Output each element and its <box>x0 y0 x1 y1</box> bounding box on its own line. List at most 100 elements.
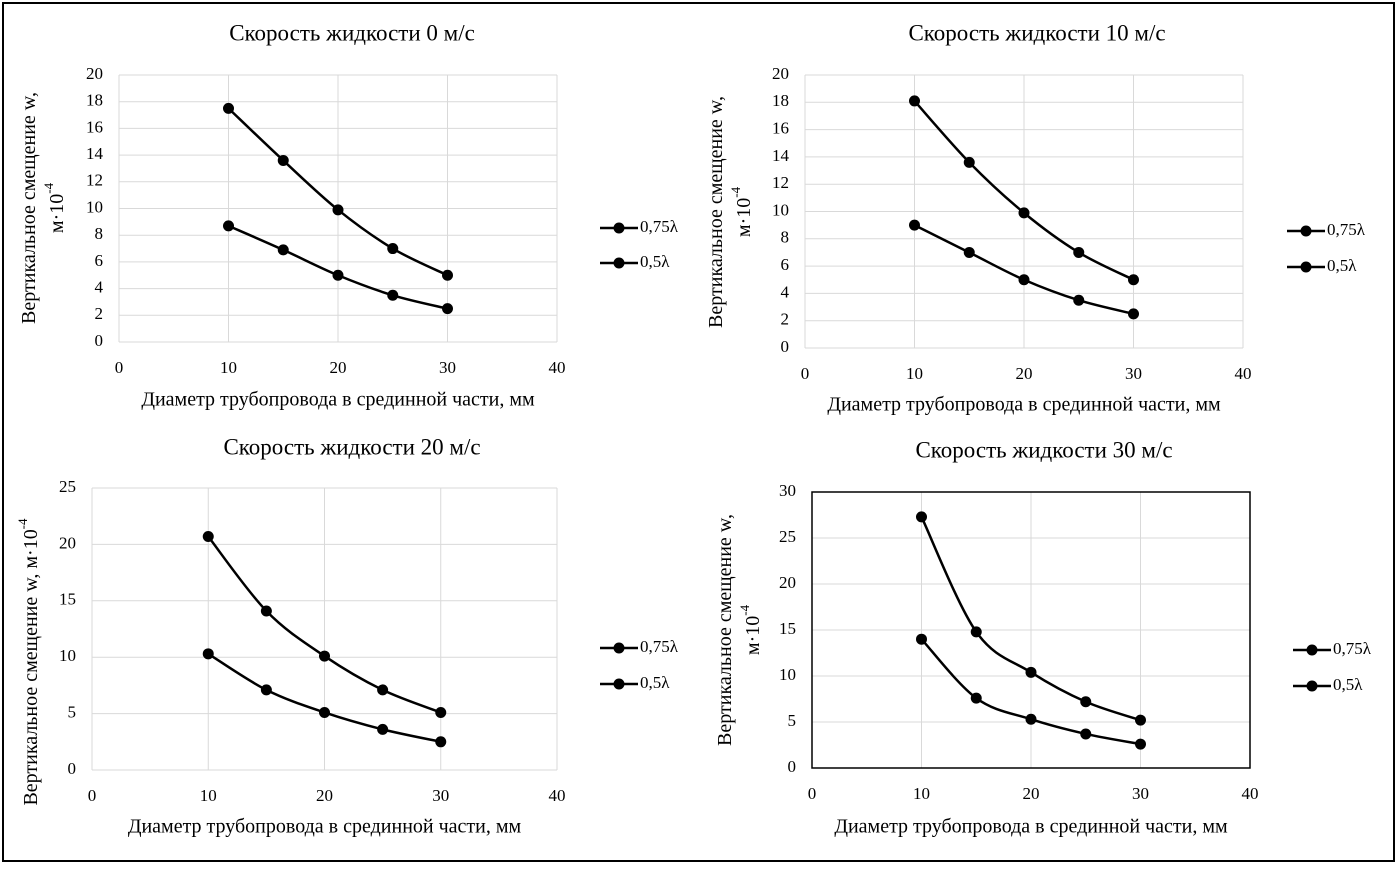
x-tick-label: 10 <box>200 786 217 805</box>
legend-marker <box>1300 261 1312 273</box>
data-point <box>1135 714 1146 726</box>
x-axis-label: Диаметр трубопровода в срединной части, … <box>827 394 1221 416</box>
y-tick-label: 6 <box>95 251 104 270</box>
y-tick-label: 10 <box>772 200 789 219</box>
legend-label: 0,5λ <box>640 252 670 271</box>
y-tick-label: 18 <box>86 91 103 110</box>
x-tick-label: 0 <box>801 364 810 383</box>
data-point <box>1073 294 1085 306</box>
data-point <box>319 706 330 718</box>
x-tick-label: 0 <box>115 358 124 377</box>
data-point <box>387 289 399 301</box>
legend-marker <box>1306 644 1318 656</box>
data-point <box>1025 666 1037 678</box>
y-tick-label: 25 <box>779 527 796 546</box>
y-tick-label: 30 <box>779 481 796 500</box>
chart: Скорость жидкости 30 м/с 0 5 10 15 20 25 30 0 10 2… <box>714 437 1372 837</box>
legend-marker <box>613 678 625 690</box>
x-tick-label: 20 <box>330 358 347 377</box>
y-tick-label: 20 <box>59 533 76 552</box>
data-point <box>1080 696 1092 708</box>
x-axis-label: Диаметр трубопровода в срединной части, … <box>834 816 1228 838</box>
data-point <box>260 684 272 696</box>
y-tick-label: 5 <box>68 703 77 722</box>
y-tick-label: 2 <box>95 304 104 323</box>
data-point <box>909 219 920 231</box>
y-tick-label: 4 <box>95 278 104 297</box>
y-axis-label-text: Вертикальное смещение w, м·10 <box>20 529 42 805</box>
data-point <box>223 220 234 232</box>
chart-title: Скорость жидкости 20 м/с <box>223 434 480 459</box>
y-tick-label: 8 <box>95 224 104 243</box>
legend-label: 0,75λ <box>640 637 679 656</box>
data-point <box>916 633 927 645</box>
data-point <box>1018 274 1030 286</box>
y-tick-label: 0 <box>788 757 797 776</box>
y-tick-label: 16 <box>772 119 789 138</box>
plot-frame <box>811 491 1251 769</box>
y-axis-label: м·10-4 <box>41 182 68 233</box>
x-tick-label: 0 <box>808 784 817 803</box>
chart: Скорость жидкости 0 м/с 0 2 4 6 8 10 12 14 16 18 20… <box>18 20 679 410</box>
legend-marker <box>1300 225 1312 237</box>
x-tick-label: 20 <box>1023 784 1040 803</box>
data-point <box>387 243 399 255</box>
data-point <box>1073 246 1085 258</box>
y-axis-label-text: Вертикальное смещение w, <box>714 514 736 746</box>
y-axis-label-text: Вертикальное смещение w, <box>18 92 40 324</box>
chart-title: Скорость жидкости 10 м/с <box>908 20 1165 45</box>
y-tick-label: 8 <box>781 228 790 247</box>
data-point <box>1018 207 1030 219</box>
x-tick-label: 30 <box>1132 784 1149 803</box>
legend-label: 0,75λ <box>1333 639 1372 658</box>
data-point <box>1025 713 1037 725</box>
y-tick-label: 18 <box>772 91 789 110</box>
legend-label: 0,75λ <box>640 217 679 236</box>
chart: Скорость жидкости 20 м/с 0 5 10 15 20 25 0 10 20 3… <box>15 434 679 837</box>
y-axis-label: м·10-4 <box>728 186 755 237</box>
y-tick-label: 14 <box>86 144 104 163</box>
data-point <box>319 650 330 662</box>
data-point <box>1128 274 1139 286</box>
y-axis-label: Вертикальное смещение w, <box>714 514 736 746</box>
data-point <box>970 626 982 638</box>
series-line <box>920 516 1141 722</box>
y-tick-label: 10 <box>779 665 796 684</box>
data-point <box>909 95 920 107</box>
y-axis-label: Вертикальное смещение w, <box>18 92 40 324</box>
data-point <box>1128 308 1139 320</box>
data-point <box>260 605 272 617</box>
y-axis-label-text: м·10 <box>46 194 68 233</box>
data-point <box>332 269 344 281</box>
x-axis-label: Диаметр трубопровода в срединной части, … <box>128 816 522 838</box>
legend-marker <box>613 642 625 654</box>
data-point <box>277 244 289 256</box>
y-axis-label-superscript: -4 <box>728 186 743 197</box>
data-point <box>332 204 344 216</box>
data-point <box>1080 728 1092 740</box>
y-tick-label: 4 <box>781 282 790 301</box>
data-point <box>223 102 234 114</box>
x-tick-label: 10 <box>913 784 930 803</box>
y-tick-label: 25 <box>59 477 76 496</box>
data-point <box>963 156 975 168</box>
y-axis-label-superscript: -4 <box>41 182 56 193</box>
y-tick-label: 6 <box>781 255 790 274</box>
y-axis-label: Вертикальное смещение w, <box>705 96 727 328</box>
data-point <box>1135 738 1146 750</box>
y-tick-label: 12 <box>86 171 103 190</box>
y-tick-label: 10 <box>86 197 103 216</box>
data-point <box>435 736 447 748</box>
x-tick-label: 40 <box>549 786 566 805</box>
x-tick-label: 30 <box>432 786 449 805</box>
y-axis-label-text: м·10 <box>733 198 755 237</box>
x-tick-label: 10 <box>906 364 923 383</box>
x-tick-label: 30 <box>439 358 456 377</box>
y-tick-label: 20 <box>779 573 796 592</box>
y-tick-label: 16 <box>86 117 103 136</box>
legend-label: 0,5λ <box>1333 675 1363 694</box>
data-point <box>202 531 214 543</box>
legend-label: 0,5λ <box>640 673 670 692</box>
y-tick-label: 0 <box>68 759 77 778</box>
